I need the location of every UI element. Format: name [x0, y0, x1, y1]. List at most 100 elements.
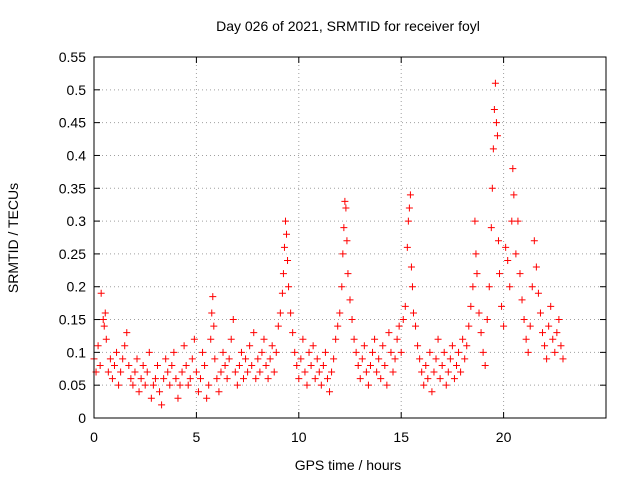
- data-point: [256, 368, 264, 376]
- data-point: [539, 329, 547, 337]
- y-tick-label: 0.15: [59, 312, 86, 328]
- data-point: [100, 322, 108, 330]
- data-point: [164, 368, 172, 376]
- data-point: [295, 375, 303, 383]
- data-point: [244, 368, 252, 376]
- data-point: [106, 355, 114, 363]
- data-point: [401, 302, 409, 310]
- y-tick-label: 0.55: [59, 49, 86, 65]
- data-point: [108, 375, 116, 383]
- data-point: [547, 302, 555, 310]
- x-axis-label: GPS time / hours: [295, 457, 402, 473]
- data-point: [405, 204, 413, 212]
- data-point: [237, 348, 245, 356]
- data-point: [420, 381, 428, 389]
- data-point: [213, 375, 221, 383]
- data-point: [266, 355, 274, 363]
- data-point: [373, 368, 381, 376]
- data-point: [205, 381, 213, 389]
- data-point: [94, 342, 102, 350]
- data-point: [481, 361, 489, 369]
- data-point: [426, 348, 434, 356]
- data-point: [149, 381, 157, 389]
- data-point: [143, 368, 151, 376]
- data-point: [178, 368, 186, 376]
- data-point: [99, 316, 107, 324]
- data-point: [492, 119, 500, 127]
- data-point: [284, 256, 292, 264]
- data-point: [293, 361, 301, 369]
- data-point: [418, 368, 426, 376]
- data-point: [490, 106, 498, 114]
- data-point: [278, 289, 286, 297]
- data-point: [389, 368, 397, 376]
- data-point: [250, 329, 258, 337]
- y-tick-label: 0.2: [67, 279, 87, 295]
- data-point: [409, 309, 417, 317]
- data-point: [514, 217, 522, 225]
- data-point: [450, 375, 458, 383]
- data-point: [371, 335, 379, 343]
- data-point: [168, 361, 176, 369]
- data-point: [141, 381, 149, 389]
- data-point: [399, 316, 407, 324]
- data-point: [377, 375, 385, 383]
- data-point: [424, 375, 432, 383]
- data-point: [506, 283, 514, 291]
- data-point: [412, 322, 420, 330]
- data-point: [422, 361, 430, 369]
- data-point: [491, 79, 499, 87]
- data-point: [323, 375, 331, 383]
- data-point: [188, 355, 196, 363]
- data-point: [309, 342, 317, 350]
- x-tick-labels: 0 5 10 15 20: [90, 429, 511, 445]
- data-point: [432, 355, 440, 363]
- data-point: [334, 322, 342, 330]
- data-point: [436, 375, 444, 383]
- data-point: [379, 342, 387, 350]
- data-point: [248, 361, 256, 369]
- data-point: [543, 355, 551, 363]
- data-point: [406, 191, 414, 199]
- data-point: [393, 335, 401, 343]
- data-point: [285, 283, 293, 291]
- data-point: [446, 355, 454, 363]
- data-points: [90, 79, 567, 409]
- data-point: [279, 270, 287, 278]
- y-tick-label: 0.5: [67, 82, 87, 98]
- data-point: [272, 348, 280, 356]
- x-tick-label: 15: [393, 429, 409, 445]
- data-point: [469, 283, 477, 291]
- data-point: [139, 361, 147, 369]
- data-point: [472, 250, 480, 258]
- data-point: [158, 401, 166, 409]
- data-point: [233, 381, 241, 389]
- data-point: [358, 355, 366, 363]
- data-point: [343, 237, 351, 245]
- data-point: [375, 355, 383, 363]
- data-point: [541, 342, 549, 350]
- data-point: [113, 348, 121, 356]
- data-point: [444, 368, 452, 376]
- y-tick-label: 0.4: [67, 147, 87, 163]
- data-point: [297, 355, 305, 363]
- data-point: [473, 270, 481, 278]
- data-point: [301, 368, 309, 376]
- data-point: [356, 375, 364, 383]
- data-point: [215, 388, 223, 396]
- data-point: [280, 243, 288, 251]
- data-point: [201, 361, 209, 369]
- data-point: [483, 316, 491, 324]
- data-point: [524, 348, 532, 356]
- data-point: [315, 368, 323, 376]
- data-point: [229, 316, 237, 324]
- data-point: [407, 263, 415, 271]
- data-point: [119, 355, 127, 363]
- data-point: [502, 243, 510, 251]
- data-point: [276, 309, 284, 317]
- data-point: [360, 342, 368, 350]
- data-point: [536, 309, 544, 317]
- data-point: [555, 316, 563, 324]
- data-point: [461, 355, 469, 363]
- data-point: [545, 322, 553, 330]
